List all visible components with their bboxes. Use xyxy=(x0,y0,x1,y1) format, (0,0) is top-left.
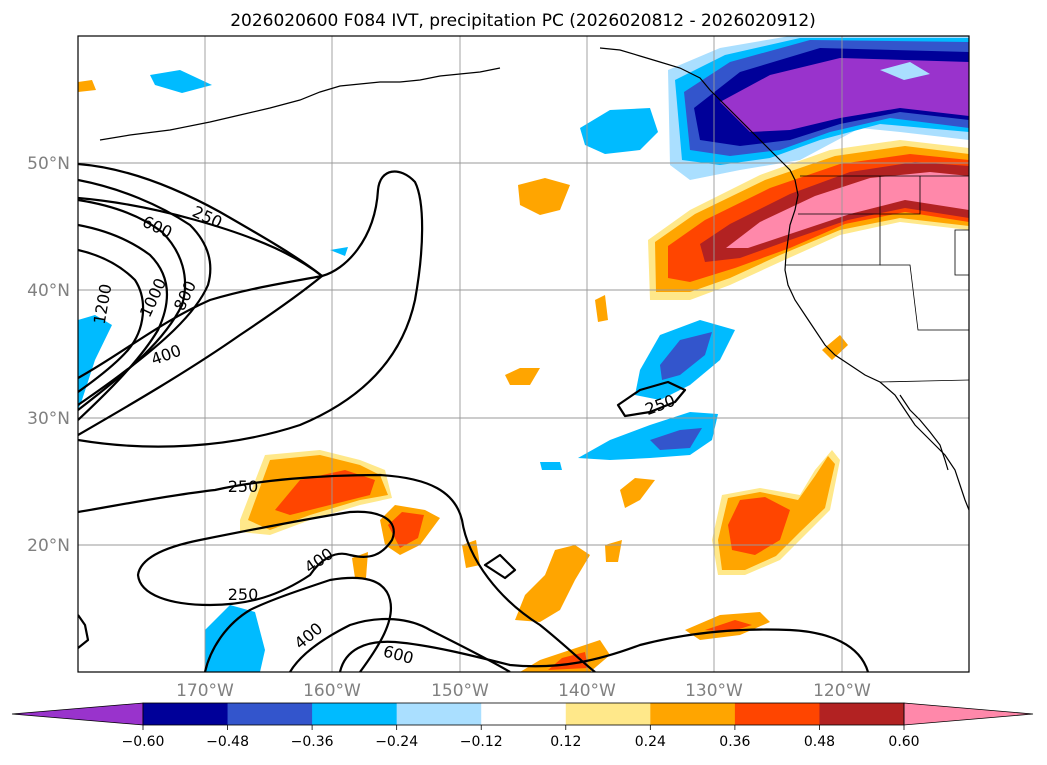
colorbar-outline xyxy=(142,702,905,726)
positive-precip-california xyxy=(648,140,969,300)
map-title: 2026020600 F084 IVT, precipitation PC (2… xyxy=(230,11,816,31)
colorbar-tick-label: −0.24 xyxy=(375,734,418,750)
lon-label: 170°W xyxy=(176,681,234,701)
lon-label: 160°W xyxy=(303,681,361,701)
colorbar-swatch xyxy=(734,703,820,725)
longitude-labels: 170°W 160°W 150°W 140°W 130°W 120°W xyxy=(176,681,871,701)
lon-label: 120°W xyxy=(813,681,871,701)
lon-label: 140°W xyxy=(558,681,616,701)
lon-label: 150°W xyxy=(431,681,489,701)
negative-precip-northwest xyxy=(668,36,969,180)
colorbar-tick-label: 0.60 xyxy=(888,734,919,750)
colorbar-swatch xyxy=(650,703,736,725)
colorbar-swatch xyxy=(312,703,398,725)
map-frame xyxy=(77,35,970,673)
colorbar-extend-low xyxy=(11,702,144,726)
colorbar-tick-label: −0.36 xyxy=(291,734,334,750)
lat-label: 20°N xyxy=(27,536,70,556)
map-area: 250 600 1200 1000 800 400 250 250 400 25… xyxy=(78,36,969,672)
lat-label: 40°N xyxy=(27,281,70,301)
colorbar-swatch xyxy=(396,703,482,725)
contour-label: 250 xyxy=(228,477,259,496)
colorbar-extend-high xyxy=(903,702,1034,726)
colorbar-tick-label: 0.48 xyxy=(804,734,835,750)
colorbar: −0.60 −0.48 −0.36 −0.24 −0.12 0.12 0.24 0.36 0.4… xyxy=(11,702,1034,750)
colorbar-tick-label: −0.60 xyxy=(122,734,165,750)
colorbar-tick-label: 0.24 xyxy=(635,734,666,750)
lat-label: 30°N xyxy=(27,409,70,429)
colorbar-tick-label: −0.48 xyxy=(206,734,249,750)
colorbar-swatch xyxy=(481,703,567,725)
colorbar-tick-label: −0.12 xyxy=(460,734,503,750)
ivt-contours xyxy=(78,162,870,672)
colorbar-swatch xyxy=(227,703,313,725)
latitude-labels: 50°N 40°N 30°N 20°N xyxy=(27,154,70,556)
colorbar-tick-label: 0.12 xyxy=(550,734,581,750)
colorbar-swatch xyxy=(565,703,651,725)
colorbar-tick-label: 0.36 xyxy=(719,734,750,750)
negative-precip-central xyxy=(78,70,735,672)
colorbar-swatch xyxy=(143,703,229,725)
lon-label: 130°W xyxy=(685,681,743,701)
contour-label: 250 xyxy=(228,585,259,604)
graticule xyxy=(78,36,969,672)
colorbar-swatch xyxy=(819,703,905,725)
positive-precip-subtropics xyxy=(78,80,848,672)
coastlines xyxy=(99,47,969,511)
lat-label: 50°N xyxy=(27,154,70,174)
